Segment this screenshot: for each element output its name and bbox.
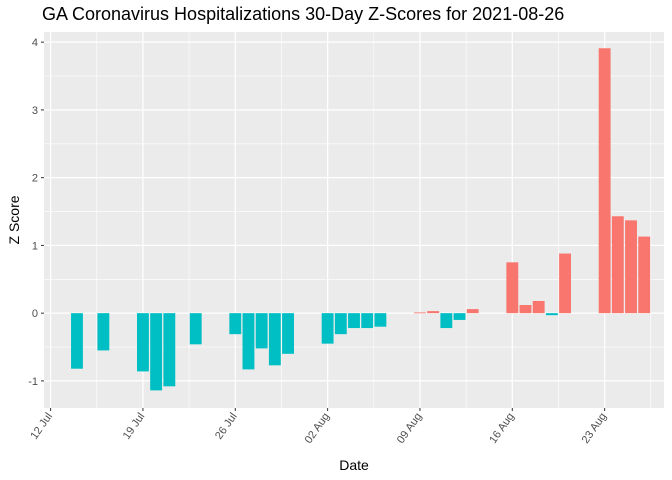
bar xyxy=(440,313,453,329)
bar xyxy=(559,253,571,314)
bar xyxy=(321,313,334,344)
bar xyxy=(453,313,466,320)
bar xyxy=(545,313,558,316)
bar xyxy=(519,305,532,314)
x-tick-label: 02 Aug xyxy=(303,411,332,446)
bar xyxy=(506,262,519,314)
minor-gridlines xyxy=(44,32,664,408)
y-tick-label: 2 xyxy=(32,173,38,185)
bar xyxy=(625,220,637,314)
bar xyxy=(638,236,651,314)
bar xyxy=(97,313,110,351)
bar xyxy=(334,313,347,335)
x-tick-label: 16 Aug xyxy=(487,411,516,446)
bars xyxy=(71,48,651,391)
x-axis-title: Date xyxy=(339,457,369,473)
bar xyxy=(137,313,149,372)
x-tick-label: 26 Jul xyxy=(213,411,240,442)
bar xyxy=(71,313,83,369)
bar xyxy=(427,311,440,314)
bar xyxy=(189,313,202,345)
bar xyxy=(255,313,268,349)
bar xyxy=(268,313,281,366)
bar xyxy=(361,313,374,329)
x-tick-label: 12 Jul xyxy=(28,411,55,442)
bar xyxy=(532,300,545,314)
bar xyxy=(414,312,426,314)
chart-title: GA Coronavirus Hospitalizations 30-Day Z… xyxy=(42,4,565,24)
bar xyxy=(229,313,242,335)
y-tick-label: 0 xyxy=(32,308,38,320)
bar xyxy=(466,309,479,314)
bar xyxy=(374,313,387,327)
y-axis: -1 0 1 2 3 4 xyxy=(28,37,44,388)
x-axis: 12 Jul 19 Jul 26 Jul 02 Aug 09 Aug 16 Aug 23 A… xyxy=(28,408,609,446)
y-tick-label: 1 xyxy=(32,240,38,252)
bar xyxy=(150,313,163,391)
x-tick-label: 23 Aug xyxy=(580,411,609,446)
bar xyxy=(163,313,176,387)
x-tick-label: 19 Jul xyxy=(121,411,148,442)
bar xyxy=(242,313,255,370)
bar xyxy=(611,216,624,314)
bar xyxy=(282,313,294,354)
y-tick-label: 3 xyxy=(32,105,38,117)
x-tick-label: 09 Aug xyxy=(395,411,424,446)
y-tick-label: -1 xyxy=(28,376,38,388)
y-axis-title: Z Score xyxy=(6,195,22,244)
bar xyxy=(348,313,360,329)
y-tick-label: 4 xyxy=(32,37,38,49)
bar xyxy=(598,48,611,314)
